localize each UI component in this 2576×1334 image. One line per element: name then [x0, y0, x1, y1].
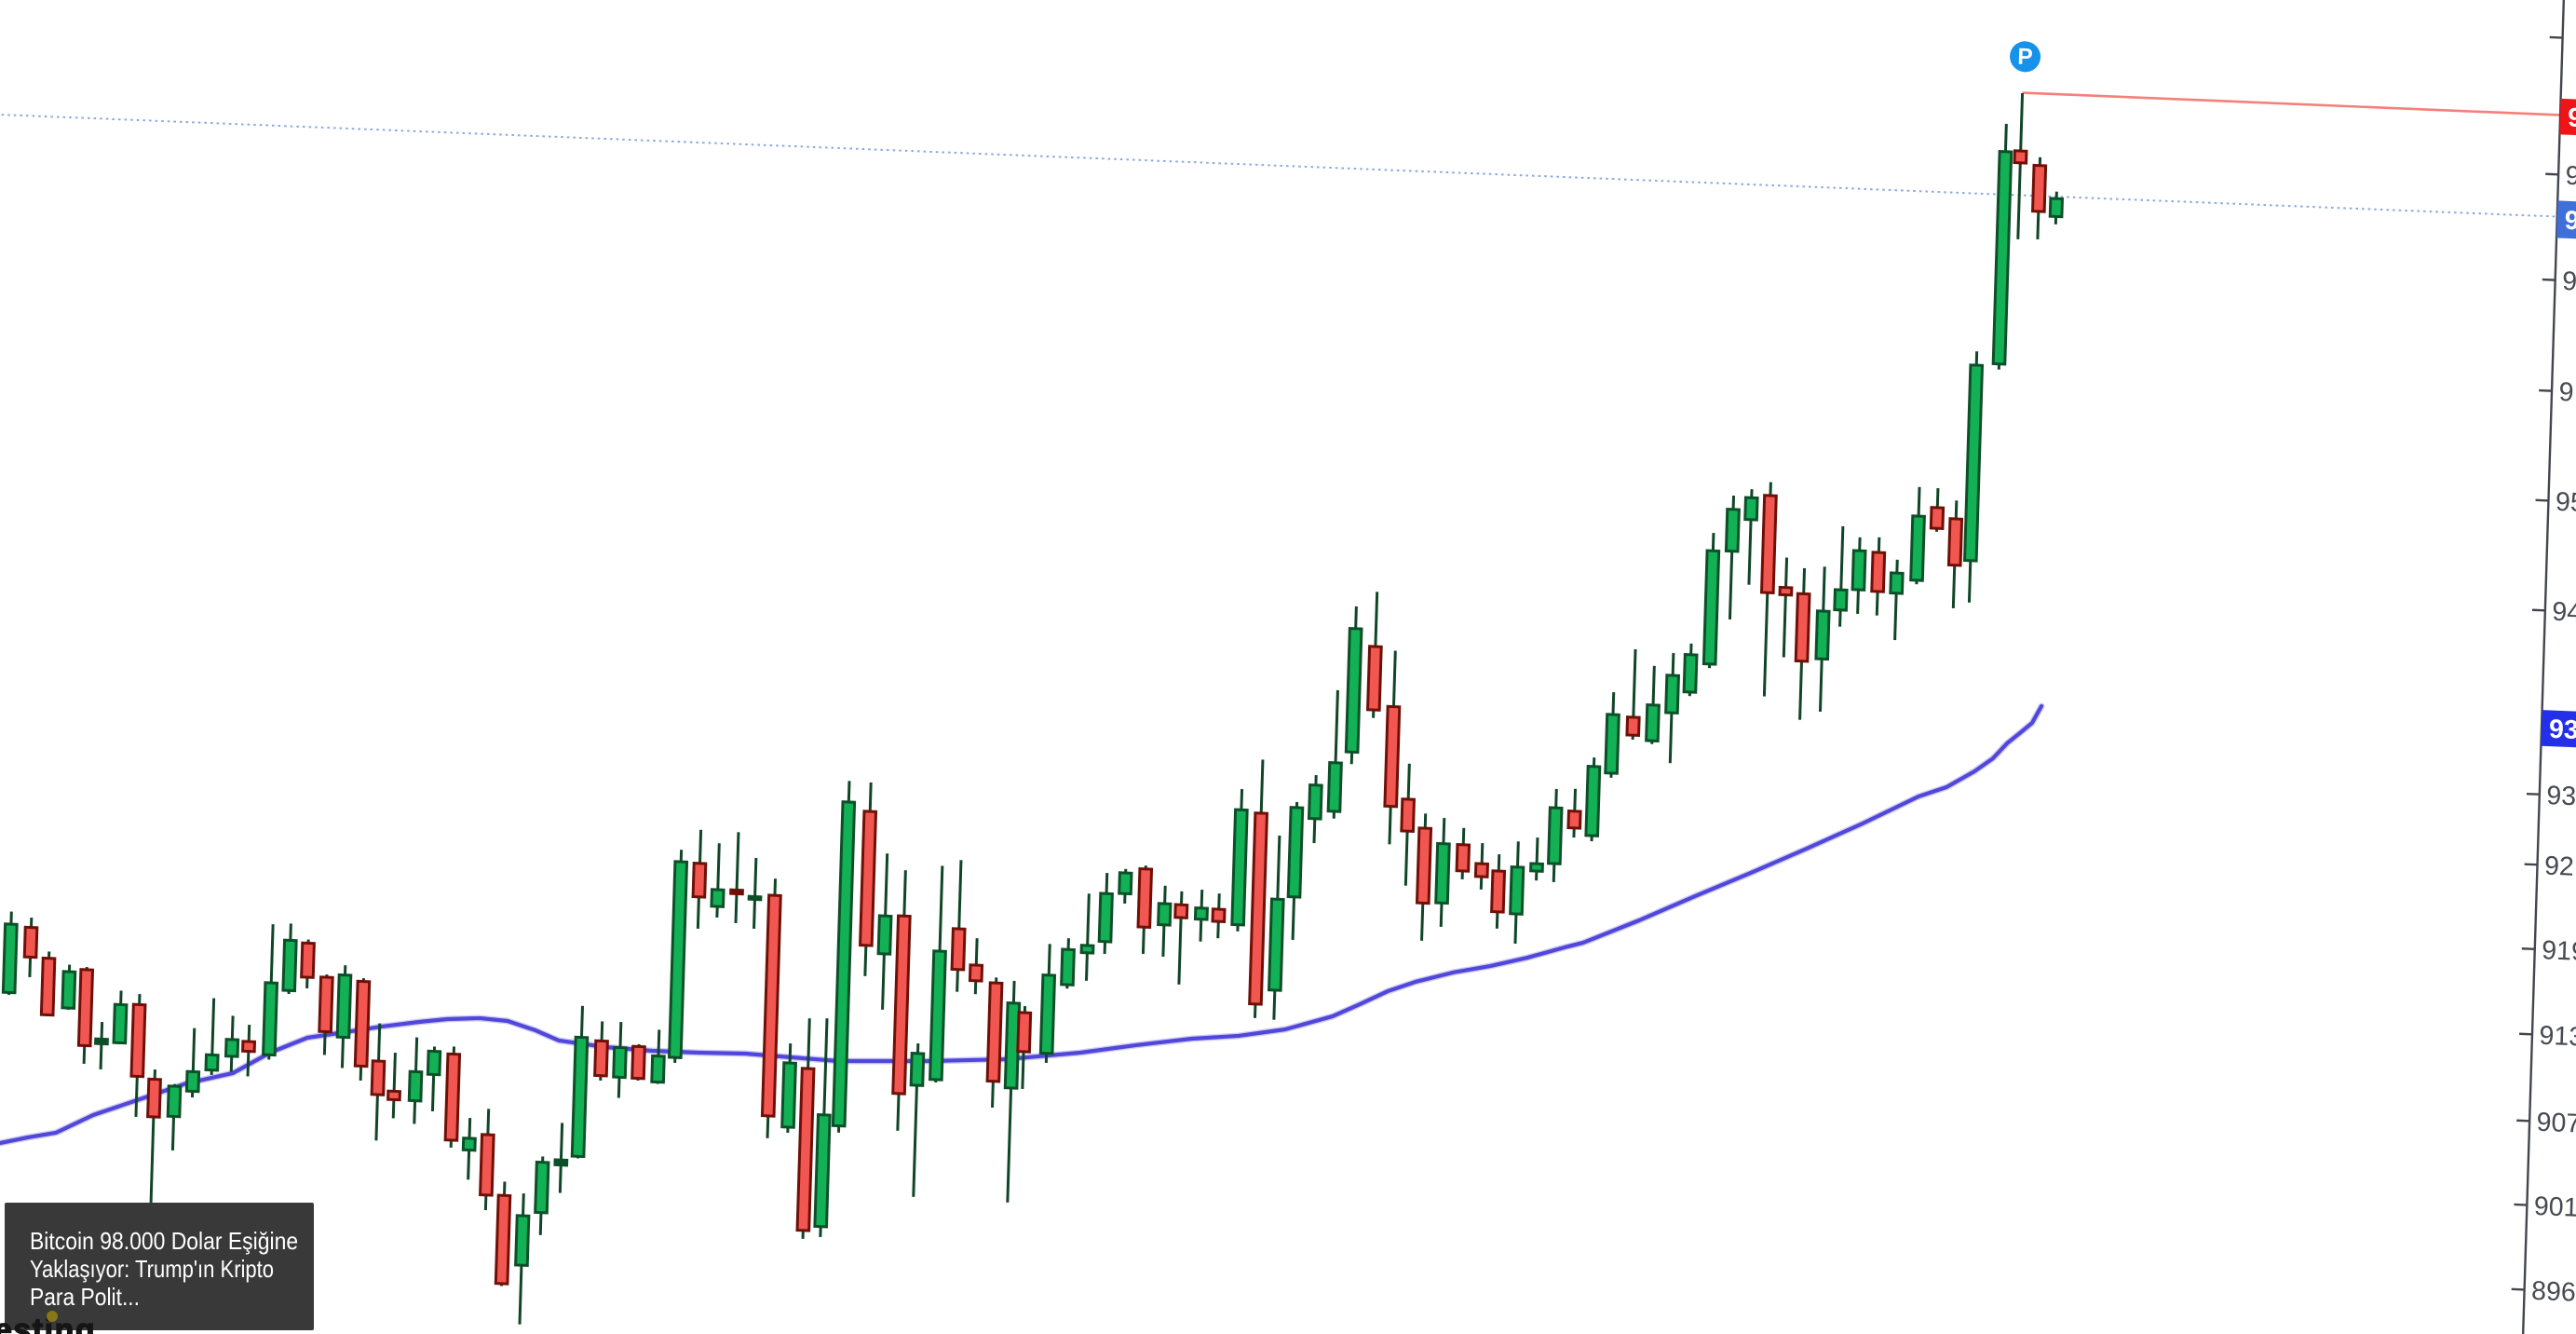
svg-text:901: 901: [2533, 1191, 2576, 1223]
svg-text:94: 94: [2552, 597, 2576, 628]
svg-text:93: 93: [2549, 715, 2576, 745]
svg-text:92: 92: [2544, 851, 2575, 882]
svg-text:95: 95: [2556, 487, 2576, 518]
svg-text:919: 919: [2542, 935, 2576, 967]
svg-text:907: 907: [2536, 1108, 2576, 1139]
svg-text:9: 9: [2564, 206, 2576, 237]
svg-text:93: 93: [2546, 781, 2576, 811]
svg-text:913: 913: [2539, 1021, 2576, 1053]
svg-text:9: 9: [2562, 266, 2576, 297]
svg-text:8960: 8960: [2531, 1276, 2576, 1309]
svg-text:9: 9: [2565, 161, 2576, 192]
svg-text:P: P: [2017, 45, 2033, 71]
svg-text:9: 9: [2558, 377, 2574, 408]
svg-text:9: 9: [2568, 102, 2576, 133]
